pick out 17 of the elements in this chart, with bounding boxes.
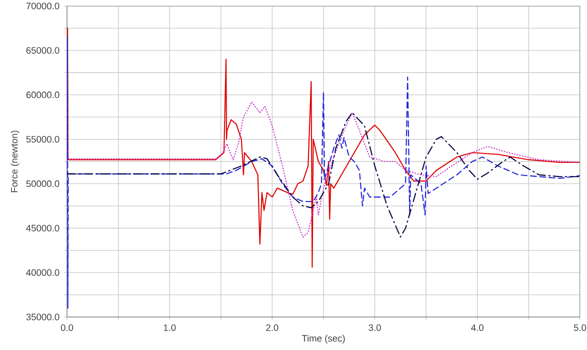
x-axis-title: Time (sec) bbox=[302, 334, 345, 344]
y-tick-label: 45000.0 bbox=[26, 224, 60, 232]
y-tick-label: 50000.0 bbox=[26, 180, 60, 188]
x-tick-label: 3.0 bbox=[368, 324, 381, 331]
y-tick-label: 65000.0 bbox=[26, 47, 60, 54]
line-series bbox=[67, 28, 580, 268]
x-tick-label: 2.0 bbox=[266, 324, 278, 331]
y-tick-label: 40000.0 bbox=[26, 269, 60, 276]
y-tick-label: 35000.0 bbox=[26, 314, 60, 320]
x-tick-label: 4.0 bbox=[471, 324, 484, 331]
y-tick-label: 70000.0 bbox=[26, 2, 60, 10]
y-tick-label: 55000.0 bbox=[26, 136, 60, 143]
x-tick-label: 1.0 bbox=[164, 324, 176, 331]
x-tick-label: 5.0 bbox=[574, 324, 586, 331]
y-tick-label: 60000.0 bbox=[26, 92, 60, 98]
y-axis-title: Force (newton) bbox=[10, 130, 20, 192]
x-tick-label: 0.0 bbox=[60, 324, 74, 331]
